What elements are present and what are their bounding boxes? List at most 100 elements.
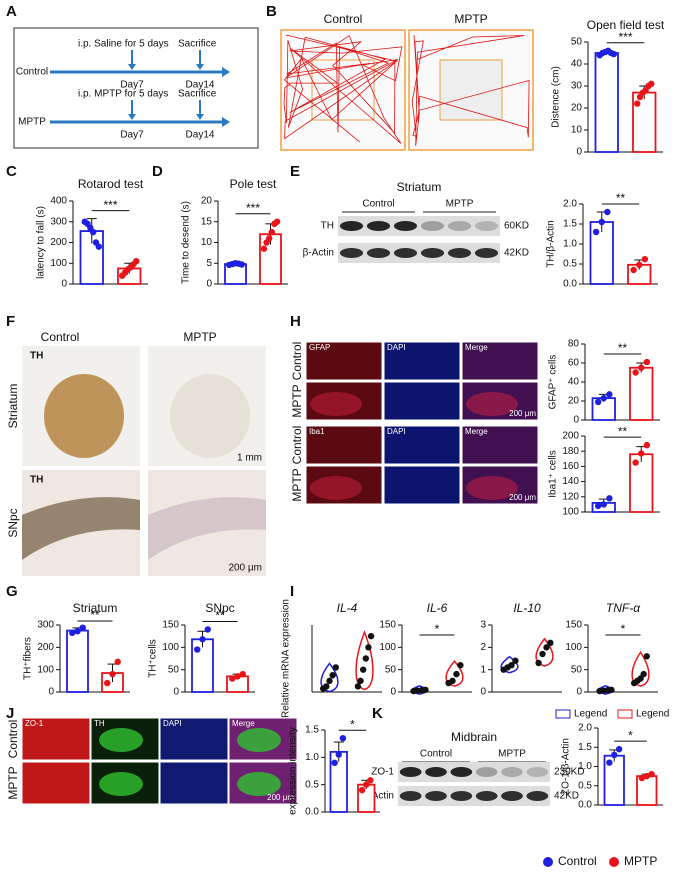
group-label: Control <box>420 749 452 760</box>
data-point <box>615 745 623 753</box>
data-point <box>643 772 650 780</box>
y-axis-label: Iba1⁺ cells <box>548 450 559 498</box>
blot-title: Striatum <box>397 180 442 194</box>
row-label: MPTP <box>6 766 20 799</box>
data-point <box>331 759 338 766</box>
signal <box>310 392 362 416</box>
y-tick-label: 1 <box>480 664 486 675</box>
band-label: ZO-1 <box>371 767 394 778</box>
channel-label: GFAP <box>309 343 330 352</box>
blot-band <box>366 248 391 258</box>
y-tick-label: 160 <box>562 461 579 472</box>
day-arrow-head <box>196 64 204 70</box>
stain <box>170 374 250 458</box>
panel-letter: I <box>290 583 294 600</box>
signal <box>99 728 143 752</box>
group-label: Control <box>16 67 48 78</box>
data-point <box>630 266 637 274</box>
y-tick-label: 0.0 <box>578 800 592 811</box>
day-label: Day14 <box>186 130 215 141</box>
signal <box>237 728 281 752</box>
y-tick-label: 300 <box>37 620 54 631</box>
day-label: Day7 <box>120 80 144 91</box>
sacrifice-label: Sacrifice <box>178 89 217 100</box>
violin <box>355 630 374 691</box>
y-axis-label: latency to fall (s) <box>36 206 47 279</box>
channel-label: DAPI <box>387 343 406 352</box>
stain <box>148 497 266 560</box>
legend-text: Legend <box>574 709 607 720</box>
blot-band <box>420 248 445 258</box>
data-point <box>598 218 605 226</box>
y-tick-label: 15 <box>201 216 213 227</box>
y-tick-label: 0 <box>206 279 212 290</box>
data-point <box>238 261 245 268</box>
y-tick-label: 50 <box>571 37 583 48</box>
row-label: Striatum <box>6 384 20 429</box>
y-tick-label: 300 <box>50 216 67 227</box>
data-point <box>600 501 607 508</box>
y-tick-label: 1.0 <box>563 239 577 250</box>
blot-band <box>526 791 549 801</box>
y-tick-label: 1.5 <box>305 725 319 736</box>
data-point <box>104 679 111 687</box>
blot-band <box>450 767 473 777</box>
data-point <box>229 675 236 682</box>
fluor-image <box>383 381 461 421</box>
center-zone <box>439 59 503 121</box>
significance-label: ** <box>215 609 225 623</box>
y-tick-label: 20 <box>568 396 580 407</box>
y-tick-label: 120 <box>562 491 579 502</box>
group-label: MPTP <box>446 199 474 210</box>
blot-band <box>447 221 472 231</box>
violin <box>535 637 554 667</box>
blot-band <box>425 791 447 801</box>
y-tick-label: 2.0 <box>578 723 592 734</box>
signal <box>237 772 281 796</box>
y-tick-label: 2.0 <box>563 199 577 210</box>
data-point <box>268 228 276 236</box>
channel-label: DAPI <box>387 427 406 436</box>
treatment-label: i.p. MPTP for 5 days <box>78 89 168 100</box>
y-tick-label: 150 <box>565 620 582 631</box>
fluor-image <box>383 425 461 465</box>
track <box>411 34 530 146</box>
data-point <box>332 664 339 671</box>
data-point <box>453 670 460 678</box>
y-tick-label: 100 <box>162 642 179 653</box>
blot-band <box>450 791 473 801</box>
data-point <box>365 644 372 651</box>
y-axis-label: TH/β-Actin <box>546 220 557 267</box>
data-point <box>422 686 429 693</box>
legend-text: Control <box>558 854 597 868</box>
panel-letter: D <box>152 163 163 180</box>
data-point <box>640 670 647 678</box>
panel-letter: A <box>6 3 17 20</box>
fluor-image <box>305 341 383 381</box>
panel-letter: H <box>290 313 301 330</box>
day-label: Day14 <box>186 80 215 91</box>
band-label: β-Actin <box>303 248 334 259</box>
blot-band <box>425 767 447 777</box>
data-point <box>339 735 347 742</box>
row-label: MPTP <box>290 468 304 501</box>
data-point <box>199 636 206 643</box>
stain-label: TH <box>30 351 43 362</box>
sacrifice-label: Sacrifice <box>178 39 217 50</box>
column-label: Control <box>41 330 80 344</box>
legend-box <box>617 709 633 719</box>
channel-label: Merge <box>465 427 488 436</box>
y-tick-label: 60 <box>568 358 580 369</box>
chart-title: IL-10 <box>513 601 541 615</box>
panel-letter: B <box>266 3 277 20</box>
scale-label: 200 μm <box>509 409 536 418</box>
significance-label: * <box>350 717 355 731</box>
chart-title: TNF-α <box>606 601 641 615</box>
chart-title: IL-4 <box>337 601 358 615</box>
data-point <box>611 751 618 759</box>
data-point <box>592 228 600 236</box>
data-point <box>512 657 519 664</box>
legend-box <box>555 709 571 719</box>
row-label: SNpc <box>6 508 20 537</box>
